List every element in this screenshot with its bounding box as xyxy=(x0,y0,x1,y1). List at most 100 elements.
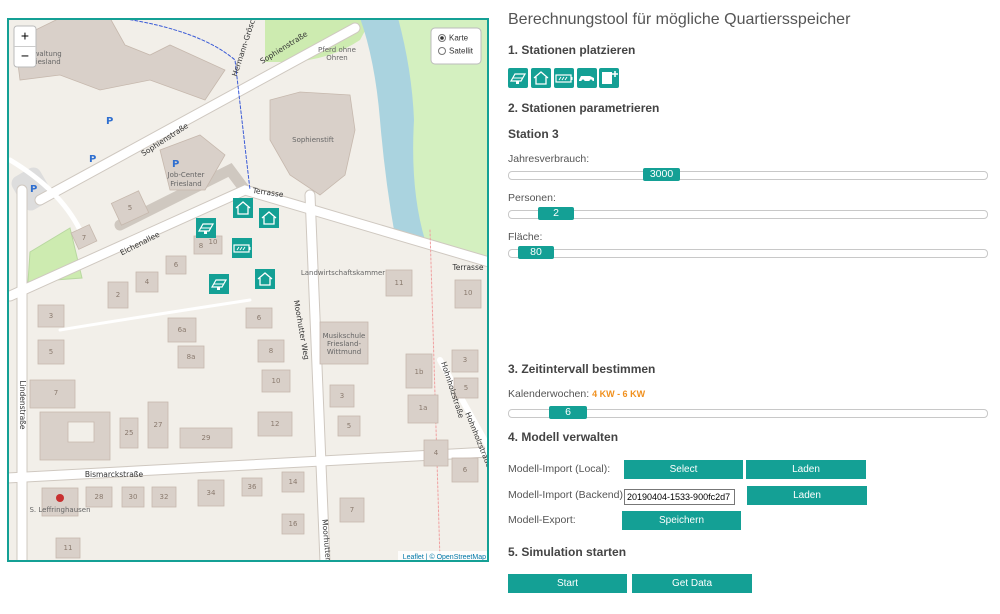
house-number: 36 xyxy=(248,483,257,491)
house-number: 6 xyxy=(257,314,262,322)
station-marker[interactable] xyxy=(209,274,229,294)
house-number: 10 xyxy=(209,238,218,246)
house-number: 12 xyxy=(271,420,280,428)
parking: P xyxy=(30,184,37,195)
start-button[interactable]: Start xyxy=(508,574,627,593)
street-label: Bismarckstraße xyxy=(85,470,144,479)
map-label: Friesland xyxy=(170,180,201,188)
map-label: Job-Center xyxy=(167,171,205,179)
house-number: 16 xyxy=(289,520,298,528)
slider-track[interactable] xyxy=(508,171,988,180)
station-button[interactable] xyxy=(508,68,528,88)
house-number: 32 xyxy=(160,493,169,501)
section-heading: 5. Simulation starten xyxy=(508,545,627,559)
field-label: Modell-Export: xyxy=(508,514,576,526)
zoom-out[interactable]: − xyxy=(21,48,29,64)
layer-option[interactable]: Karte xyxy=(449,34,469,43)
house-number: 10 xyxy=(272,377,281,385)
station-button[interactable] xyxy=(531,68,551,88)
interval-range: 4 KW - 6 KW xyxy=(592,389,646,399)
slider-label: Personen: xyxy=(508,192,556,204)
house-number: 5 xyxy=(347,422,351,430)
slider-handle[interactable]: 6 xyxy=(549,406,587,419)
house-number: 5 xyxy=(464,384,468,392)
house-number: 10 xyxy=(464,289,473,297)
house-number: 1a xyxy=(419,404,428,412)
slider-track[interactable] xyxy=(508,210,988,219)
map-buildings xyxy=(14,18,482,559)
station-button[interactable] xyxy=(599,68,619,88)
load-button[interactable]: Laden xyxy=(746,460,866,479)
map-label: Verwaltung xyxy=(22,50,61,58)
map-roads xyxy=(7,18,489,562)
map-label: Ohren xyxy=(326,54,347,62)
zoom-control: + − xyxy=(13,25,37,68)
station-marker[interactable] xyxy=(259,208,279,228)
get-data-button[interactable]: Get Data xyxy=(632,574,752,593)
map-label: Wittmund xyxy=(327,348,361,356)
house-number: 7 xyxy=(54,389,58,397)
layer-option[interactable]: Satellit xyxy=(449,47,474,56)
house-number: 7 xyxy=(82,234,86,242)
station-marker[interactable] xyxy=(232,238,252,258)
house-number: 2 xyxy=(116,291,120,299)
slider-label: Fläche: xyxy=(508,231,543,243)
house-number: 11 xyxy=(395,279,404,287)
attribution-box xyxy=(398,551,489,562)
zoom-in[interactable]: + xyxy=(21,28,29,44)
backend-input[interactable]: 20190404-1533-900fc2d7 xyxy=(624,489,735,505)
house-number: 34 xyxy=(207,489,216,497)
house-number: 1b xyxy=(415,368,424,376)
station-button[interactable] xyxy=(577,68,597,88)
house-number: 5 xyxy=(49,348,53,356)
map-label: Friesland xyxy=(29,58,60,66)
map[interactable]: Verwaltung Friesland Sophienstraße Herma… xyxy=(7,18,489,562)
house-number: 27 xyxy=(154,421,163,429)
map-label: S. Leffringhausen xyxy=(29,506,90,514)
house-number: 6 xyxy=(463,466,468,474)
house-number: 28 xyxy=(95,493,104,501)
slider-track[interactable] xyxy=(508,409,988,418)
slider-track[interactable] xyxy=(508,249,988,258)
label: Kalenderwochen: xyxy=(508,388,590,400)
house-number: 3 xyxy=(340,392,344,400)
house-number: 3 xyxy=(463,356,467,364)
slider-handle[interactable]: 2 xyxy=(538,207,574,220)
station-marker[interactable] xyxy=(196,218,216,238)
radio[interactable] xyxy=(438,47,446,55)
slider-handle[interactable]: 80 xyxy=(518,246,554,259)
load-button[interactable]: Laden xyxy=(747,486,867,505)
parking-labels: P P P P xyxy=(30,116,179,195)
house-number: 3 xyxy=(49,312,53,320)
select-button[interactable]: Select xyxy=(624,460,743,479)
house-number: 8 xyxy=(199,242,203,250)
panel-title: Berechnungstool für mögliche Quartierssp… xyxy=(508,11,851,28)
map-label: Pferd ohne xyxy=(318,46,356,54)
street-label: Terrasse xyxy=(251,186,284,199)
map-border xyxy=(7,18,489,562)
save-button[interactable]: Speichern xyxy=(622,511,741,530)
house-number: 6a xyxy=(178,326,187,334)
station-marker[interactable] xyxy=(233,198,253,218)
station-button[interactable] xyxy=(554,68,574,88)
house-number: 25 xyxy=(125,429,134,437)
house-number: 8a xyxy=(187,353,196,361)
section-heading: 1. Stationen platzieren xyxy=(508,43,636,57)
house-number: 4 xyxy=(145,278,150,286)
street-label: Lindenstraße xyxy=(18,380,27,429)
attribution[interactable]: Leaflet | © OpenStreetMap xyxy=(403,553,486,561)
slider-handle[interactable]: 3000 xyxy=(643,168,680,181)
parking: P xyxy=(106,116,113,127)
station-toolbar xyxy=(508,68,619,88)
slider-label: Jahresverbrauch: xyxy=(508,153,590,165)
map-label: Musikschule xyxy=(323,332,366,340)
map-label: Sophienstift xyxy=(292,136,334,144)
section-heading: 3. Zeitintervall bestimmen xyxy=(508,362,656,376)
section-heading: 4. Modell verwalten xyxy=(508,430,619,444)
house-number: 5 xyxy=(128,204,132,212)
street-label: Moorhutter xyxy=(320,519,333,562)
house-number: 29 xyxy=(202,434,211,442)
station-marker[interactable] xyxy=(255,269,275,289)
